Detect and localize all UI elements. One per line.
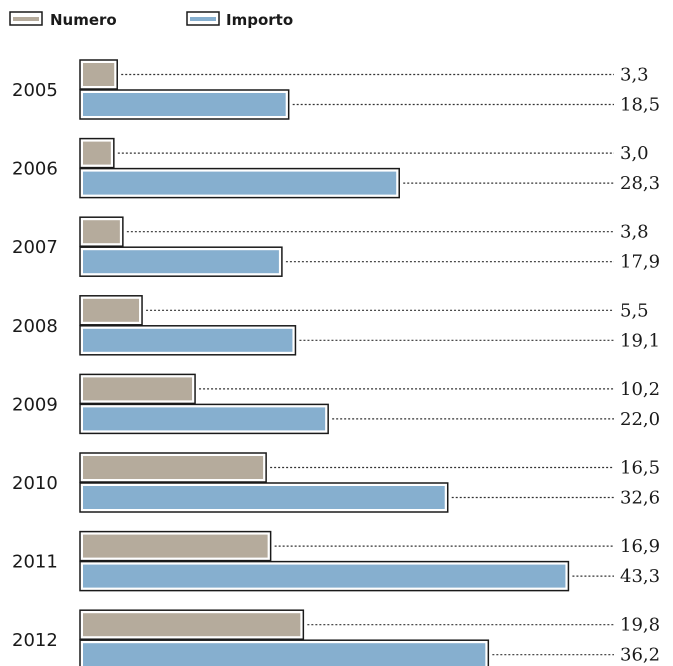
bar-numero	[83, 298, 140, 322]
bar-group-2011: 2011 16,9 43,3	[12, 530, 660, 592]
bar-group-2008: 2008 5,5 19,1	[12, 295, 660, 356]
bar-importo	[83, 407, 326, 431]
bar-numero	[83, 534, 268, 558]
year-label: 2007	[12, 237, 58, 258]
year-label: 2008	[12, 316, 58, 337]
bar-importo	[83, 564, 566, 588]
bar-numero	[83, 63, 115, 86]
value-label-importo: 43,3	[620, 566, 660, 587]
bar-numero	[83, 377, 193, 401]
bar-group-2009: 2009 10,2 22,0	[12, 373, 660, 435]
value-label-importo: 19,1	[620, 330, 660, 351]
legend-label-numero: Numero	[50, 11, 117, 29]
legend-item-numero: Numero	[9, 11, 117, 29]
value-label-importo: 28,3	[620, 173, 660, 194]
year-label: 2005	[12, 80, 58, 101]
bar-importo	[83, 328, 293, 352]
year-label: 2011	[12, 552, 58, 573]
bar-numero	[83, 456, 264, 479]
legend-swatch-numero-fill	[13, 17, 39, 21]
year-label: 2006	[12, 159, 58, 180]
value-label-numero: 10,2	[620, 379, 660, 400]
bar-importo	[83, 171, 397, 195]
bar-numero	[83, 613, 301, 637]
bar-group-2007: 2007 3,8 17,9	[12, 216, 660, 277]
value-label-numero: 16,9	[620, 536, 660, 557]
bar-numero	[83, 220, 120, 244]
bar-importo	[83, 250, 279, 274]
bar-group-2010: 2010 16,5 32,6	[12, 452, 660, 513]
plot-area: 2005 3,3 18,5 2006 3,0 28,3 2007 3,8 17,9 2008 5,5…	[12, 59, 660, 666]
bar-group-2005: 2005 3,3 18,5	[12, 59, 660, 120]
year-label: 2012	[12, 630, 58, 651]
value-label-numero: 19,8	[620, 615, 660, 636]
bar-numero	[83, 141, 111, 165]
value-label-importo: 17,9	[620, 252, 660, 273]
value-label-numero: 3,8	[620, 222, 649, 243]
value-label-importo: 32,6	[620, 488, 660, 509]
legend-swatch-importo-fill	[190, 17, 216, 21]
bar-group-2006: 2006 3,0 28,3	[12, 137, 660, 199]
bar-importo	[83, 643, 486, 666]
year-label: 2009	[12, 394, 58, 415]
legend-item-importo: Importo	[186, 11, 293, 29]
bar-importo	[83, 93, 286, 116]
legend: Numero Importo	[9, 11, 293, 29]
value-label-importo: 18,5	[620, 95, 660, 116]
value-label-numero: 5,5	[620, 300, 649, 321]
bar-group-2012: 2012 19,8 36,2	[12, 609, 660, 666]
value-label-numero: 3,0	[620, 143, 649, 164]
value-label-importo: 36,2	[620, 645, 660, 666]
value-label-importo: 22,0	[620, 409, 660, 430]
bar-importo	[83, 486, 445, 509]
value-label-numero: 3,3	[620, 65, 649, 86]
year-label: 2010	[12, 473, 58, 494]
value-label-numero: 16,5	[620, 458, 660, 479]
legend-label-importo: Importo	[226, 11, 293, 29]
